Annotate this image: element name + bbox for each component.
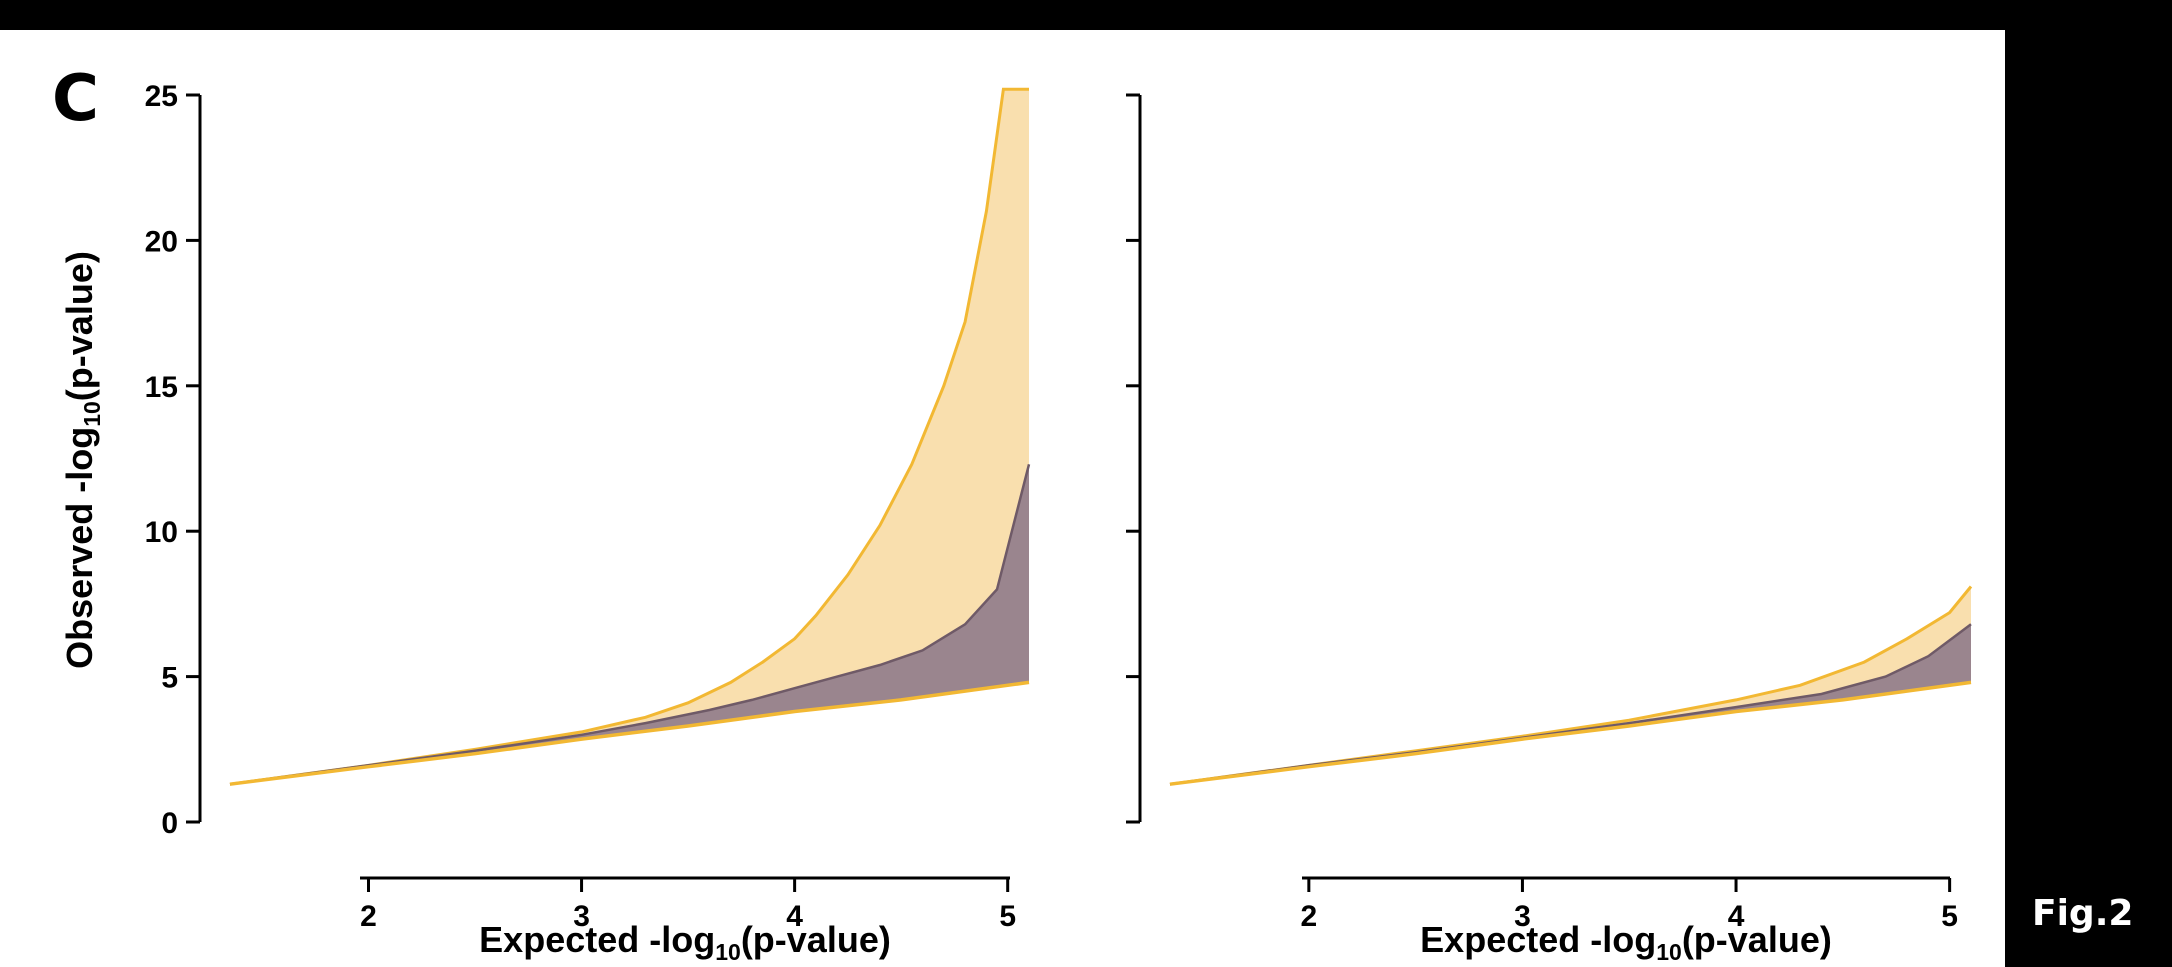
left-y-tick-label: 10	[145, 516, 178, 549]
left-upper-band	[230, 89, 1029, 785]
left-y-tick-label: 20	[145, 225, 178, 258]
left-x-tick-label: 2	[360, 900, 377, 933]
y-axis-title: Observed -log10(p-value)	[59, 251, 105, 669]
right-x-tick-label: 5	[1941, 900, 1958, 933]
left-lower-line	[229, 680, 1030, 786]
left-x-tick-label: 3	[573, 900, 590, 933]
right-x-tick-label: 4	[1728, 900, 1745, 933]
left-y-tick-label: 25	[145, 80, 178, 113]
right-lower-line	[1169, 680, 1972, 786]
right-x-axis-title: Expected -log10(p-value)	[1420, 919, 1832, 965]
figure-label: Fig.2	[2032, 893, 2134, 934]
left-y-tick-label: 0	[161, 807, 178, 840]
left-upper-line	[229, 87, 1029, 786]
left-x-tick-label: 5	[999, 900, 1016, 933]
right-x-tick-label: 3	[1514, 900, 1531, 933]
right-upper-band	[1170, 586, 1971, 785]
right-middle-band	[1170, 624, 1971, 785]
right-middle-line	[1169, 623, 1972, 786]
left-middle-line	[229, 463, 1031, 786]
left-x-tick-label: 4	[786, 900, 803, 933]
left-x-axis-title: Expected -log10(p-value)	[479, 919, 891, 965]
panel-letter: C	[52, 62, 99, 136]
figure-panel: C 0 5 10 15 20 25 2 3 4 5 Expected -log10(p-value) 2…	[0, 30, 2005, 967]
left-middle-band	[230, 464, 1029, 785]
right-x-tick-label: 2	[1300, 900, 1317, 933]
left-y-tick-label: 15	[145, 371, 178, 404]
left-y-tick-label: 5	[161, 662, 178, 695]
